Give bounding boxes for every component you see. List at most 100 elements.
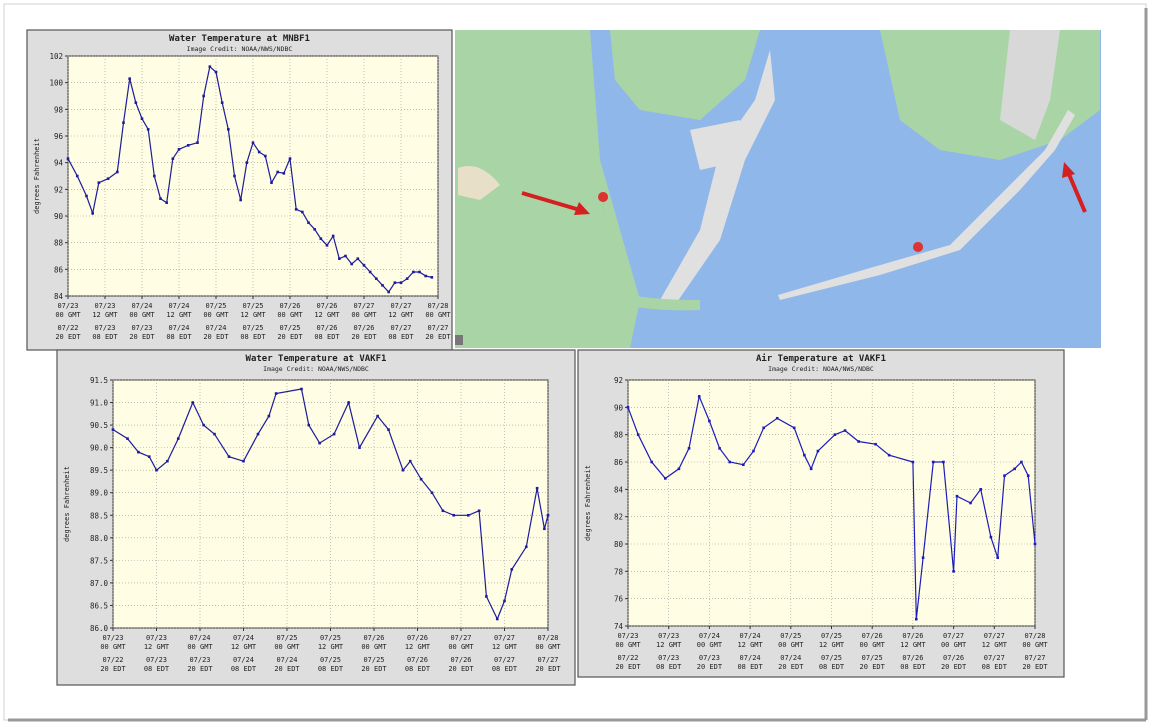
data-point [147, 455, 151, 458]
x-tick-label: 07/25 00 GMT [274, 634, 300, 651]
x-tick-label-edt: 07/27 20 EDT [535, 656, 561, 673]
data-point [126, 437, 129, 440]
data-point [408, 459, 412, 463]
y-tick-label: 84 [614, 485, 624, 494]
arrow [521, 191, 581, 212]
x-tick-label-edt: 07/26 08 EDT [900, 654, 926, 671]
x-tick-label-edt: 07/23 08 EDT [656, 654, 682, 671]
x-tick-label-edt: 07/23 20 EDT [697, 654, 723, 671]
data-point [1003, 474, 1006, 477]
data-point [274, 392, 278, 395]
x-tick-label-edt: 07/25 08 EDT [240, 324, 266, 341]
charts: Water Temperature at MNBF1 Image Credit: … [26, 29, 1065, 686]
y-tick-label: 86.5 [90, 601, 108, 610]
map-pin [913, 242, 924, 266]
data-point [227, 455, 231, 458]
data-point [307, 423, 311, 427]
y-tick-label: 88 [614, 431, 624, 440]
chart-title: Air Temperature at VAKF1 [756, 353, 886, 364]
data-point [319, 237, 323, 240]
x-tick-label-edt: 07/23 20 EDT [187, 656, 213, 673]
y-tick-label: 100 [49, 79, 63, 88]
data-point [106, 177, 110, 180]
x-tick-label-edt: 07/25 08 EDT [318, 656, 344, 673]
x-tick-label: 07/26 00 GMT [361, 634, 387, 651]
data-point [931, 460, 935, 464]
x-tick-label-edt: 07/22 20 EDT [615, 654, 641, 671]
data-point [137, 450, 140, 454]
data-point [752, 449, 755, 453]
map-pin [598, 192, 609, 216]
data-point [430, 491, 434, 495]
arrow-head [574, 202, 590, 215]
data-point [376, 414, 379, 418]
y-tick-label: 76 [614, 595, 624, 604]
x-tick-label: 07/26 00 GMT [860, 632, 886, 649]
data-point [242, 459, 245, 463]
x-tick-label: 07/23 12 GMT [144, 634, 170, 651]
data-point [350, 262, 353, 266]
map-key [690, 120, 745, 170]
data-point [116, 170, 119, 174]
data-point [140, 117, 144, 120]
x-tick-label: 07/26 12 GMT [405, 634, 431, 651]
data-point [159, 197, 162, 200]
x-tick-label-edt: 07/26 08 EDT [314, 324, 340, 341]
data-point [887, 453, 891, 457]
data-point [294, 208, 298, 211]
x-tick-label: 07/23 00 GMT [100, 634, 126, 651]
data-point [401, 468, 405, 472]
data-point [1013, 467, 1016, 471]
data-point [914, 617, 918, 621]
data-point [979, 488, 983, 491]
data-point [399, 281, 403, 284]
x-tick-label-edt: 07/27 20 EDT [425, 324, 451, 341]
data-point [75, 174, 79, 178]
map-land [608, 290, 700, 311]
data-point [134, 101, 138, 104]
data-point [153, 174, 156, 178]
y-tick-label: 82 [614, 513, 623, 522]
y-tick-label: 91.5 [90, 376, 108, 385]
data-point [942, 460, 945, 464]
data-point [989, 535, 993, 539]
data-point [344, 254, 347, 258]
chart-title: Water Temperature at MNBF1 [169, 34, 310, 44]
x-tick-label: 07/24 00 GMT [129, 302, 155, 319]
map-icon [455, 335, 463, 345]
x-tick-label-edt: 07/27 20 EDT [1022, 654, 1048, 671]
x-tick-label: 07/24 00 GMT [187, 634, 213, 651]
chart-subtitle: Image Credit: NOAA/NWS/NDBC [263, 365, 369, 373]
data-point [677, 467, 681, 471]
x-tick-label: 07/23 00 GMT [55, 302, 81, 319]
data-point [381, 284, 384, 287]
data-point [535, 486, 539, 490]
data-point [276, 170, 279, 174]
data-point [91, 212, 94, 215]
data-point [358, 446, 361, 449]
x-tick-label: 07/27 00 GMT [351, 302, 377, 319]
y-tick-label: 96 [54, 132, 64, 141]
data-point [816, 449, 820, 453]
x-tick-label-edt: 07/25 08 EDT [819, 654, 845, 671]
data-point [208, 65, 212, 68]
y-tick-label: 84 [54, 292, 64, 301]
data-point [503, 599, 506, 603]
x-tick-label-edt: 07/24 08 EDT [166, 324, 192, 341]
data-point [419, 477, 423, 481]
y-axis-label: degrees Fahrenheit [33, 138, 41, 214]
data-point [375, 277, 378, 280]
data-point [874, 442, 877, 446]
y-tick-label: 90.5 [90, 421, 108, 430]
data-point [331, 234, 335, 238]
x-tick-label: 07/25 12 GMT [318, 634, 344, 651]
data-point [466, 513, 470, 517]
x-tick-label-edt: 07/27 08 EDT [492, 656, 518, 673]
y-tick-label: 91.0 [90, 399, 109, 408]
data-point [97, 181, 101, 184]
y-tick-label: 90 [54, 212, 64, 221]
y-tick-label: 89.5 [90, 466, 108, 475]
data-point [650, 460, 654, 464]
map-land [610, 30, 760, 120]
data-point [1026, 474, 1030, 477]
